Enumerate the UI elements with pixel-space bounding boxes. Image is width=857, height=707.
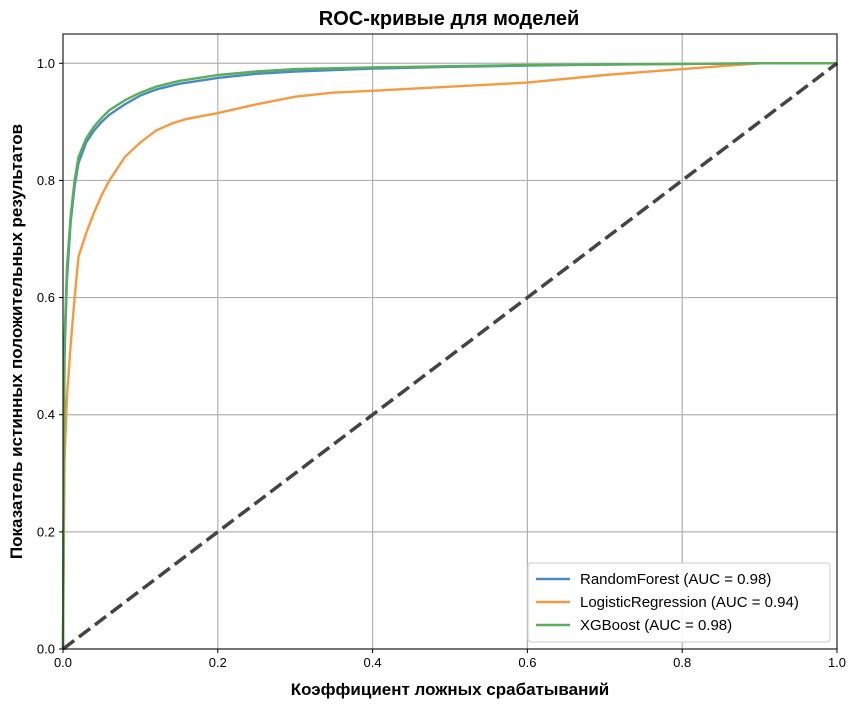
x-tick-label: 0.4 (364, 655, 382, 670)
y-tick-label: 0.2 (37, 524, 55, 539)
y-axis-label: Показатель истинных положительных резуль… (7, 124, 26, 559)
x-tick-label: 0.0 (54, 655, 72, 670)
reference-diagonal-line (61, 61, 839, 651)
x-tick-label: 0.2 (209, 655, 227, 670)
legend: RandomForest (AUC = 0.98) LogisticRegress… (527, 562, 831, 643)
grid (62, 34, 838, 650)
y-tick-label: 0.0 (37, 642, 55, 657)
series-line (61, 62, 837, 650)
legend-entry: LogisticRegression (AUC = 0.94) (580, 594, 799, 611)
x-tick-label: 0.8 (673, 655, 691, 670)
chart-title: ROC-кривые для моделей (319, 8, 579, 30)
x-tick-label: 1.0 (828, 655, 846, 670)
y-tick-label: 0.8 (37, 173, 55, 188)
y-tick-label: 0.6 (37, 290, 55, 305)
legend-entry: RandomForest (AUC = 0.98) (580, 571, 771, 588)
legend-box (527, 562, 831, 643)
y-tick-label: 0.4 (37, 407, 55, 422)
y-tick-label: 1.0 (37, 56, 55, 71)
plot-frame (62, 33, 838, 650)
plot-lines (61, 61, 839, 651)
legend-entry: XGBoost (AUC = 0.98) (580, 617, 732, 634)
series-line (61, 62, 837, 650)
axis-ticks: 0.0 0.2 0.4 0.6 0.8 1.0 0.0 0.2 0.4 0.6 0.8 1.0 (37, 56, 846, 670)
x-tick-label: 0.6 (518, 655, 536, 670)
x-axis-label: Коэффициент ложных срабатываний (291, 680, 610, 699)
